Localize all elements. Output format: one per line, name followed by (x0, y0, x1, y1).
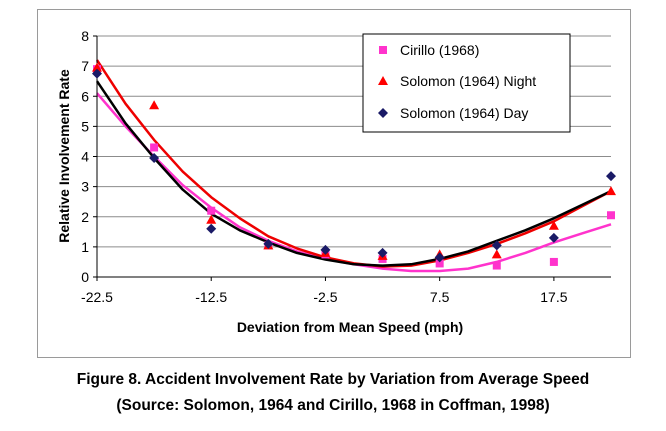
x-tick-label: -2.5 (313, 289, 337, 305)
data-point-square (207, 206, 216, 215)
x-tick-label: -12.5 (195, 289, 227, 305)
data-point-triangle (606, 186, 616, 196)
y-tick-label: 8 (81, 28, 89, 44)
y-tick-label: 5 (81, 118, 89, 134)
chart-svg: 0 1 2 3 4 5 6 7 8 -22.5 -12.5 -2.5 7.5 17.5 Relative … (56, 28, 616, 335)
data-point-diamond (548, 232, 559, 243)
y-tick-label: 2 (81, 209, 89, 225)
data-point-diamond (491, 240, 502, 251)
data-points (92, 62, 616, 270)
legend-marker-triangle (378, 76, 388, 85)
legend: Cirillo (1968) Solomon (1964) Night Solomo… (362, 33, 571, 133)
data-point-triangle (491, 249, 502, 259)
data-point-square (435, 259, 444, 268)
x-tick-label: 7.5 (430, 289, 450, 305)
chart-frame: 0 1 2 3 4 5 6 7 8 -22.5 -12.5 -2.5 7.5 17.5 Relative … (37, 9, 631, 358)
x-tick-label: -22.5 (81, 289, 113, 305)
data-point-diamond (206, 223, 217, 234)
x-axis-label: Deviation from Mean Speed (mph) (237, 319, 463, 335)
data-point-diamond (149, 153, 160, 164)
legend-label: Cirillo (1968) (400, 42, 479, 58)
x-tick-label: 17.5 (540, 289, 567, 305)
data-point-square (607, 211, 615, 220)
figure-caption-line1: Figure 8. Accident Involvement Rate by V… (76, 371, 590, 388)
y-tick-label: 0 (81, 269, 89, 285)
data-point-triangle (92, 62, 102, 72)
data-point-diamond (434, 252, 445, 263)
data-point-triangle (206, 214, 217, 224)
data-point-diamond (92, 68, 102, 79)
data-point-diamond (606, 171, 616, 182)
data-point-triangle (548, 220, 559, 230)
data-point-square (492, 261, 501, 270)
data-point-diamond (263, 238, 274, 249)
y-tick-label: 4 (81, 149, 89, 165)
fit-curve-2 (95, 80, 612, 267)
y-tick-label: 3 (81, 179, 89, 195)
legend-label: Solomon (1964) Night (400, 73, 536, 89)
fit-curves (95, 59, 612, 273)
data-point-diamond (377, 247, 388, 258)
tick-labels: 0 1 2 3 4 5 6 7 8 -22.5 -12.5 -2.5 7.5 17.5 (81, 28, 568, 305)
data-point-triangle (149, 100, 160, 110)
figure-caption-line2: (Source: Solomon, 1964 and Cirillo, 1968… (116, 397, 550, 414)
y-tick-label: 6 (81, 88, 89, 104)
legend-marker-square (379, 46, 387, 54)
data-point-square (549, 257, 558, 266)
legend-marker-diamond (378, 108, 388, 118)
data-point-square (150, 143, 159, 152)
legend-label: Solomon (1964) Day (400, 105, 528, 121)
y-tick-label: 1 (81, 239, 89, 255)
y-axis-label: Relative Involvement Rate (56, 69, 72, 243)
legend-box (362, 33, 571, 133)
y-tick-label: 7 (81, 58, 89, 74)
data-point-diamond (320, 244, 331, 255)
